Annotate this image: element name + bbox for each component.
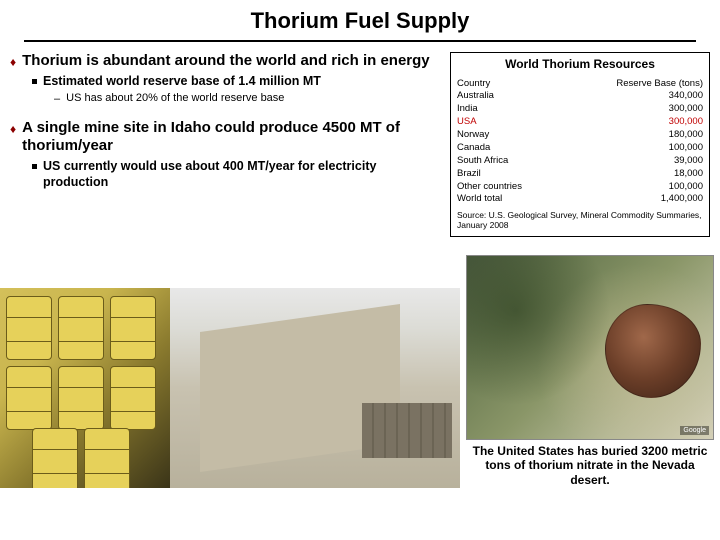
table-cell: World total <box>457 193 562 206</box>
table-cell: USA <box>457 116 562 129</box>
resources-table-box: World Thorium Resources Country Reserve … <box>450 52 710 237</box>
slide-title: Thorium Fuel Supply <box>0 0 720 34</box>
table-title: World Thorium Resources <box>457 57 703 71</box>
resources-table: Country Reserve Base (tons) Australia340… <box>457 77 703 206</box>
table-cell: Norway <box>457 129 562 142</box>
title-underline <box>24 40 696 42</box>
bullet-item: ♦ A single mine site in Idaho could prod… <box>10 119 442 155</box>
sub-sub-bullet-text: US has about 20% of the world reserve ba… <box>66 92 284 106</box>
sub-bullet-item: US currently would use about 400 MT/year… <box>32 159 442 190</box>
table-row: Norway180,000 <box>457 129 703 142</box>
dash-icon: – <box>54 93 60 105</box>
content-row: ♦ Thorium is abundant around the world a… <box>0 52 720 237</box>
table-row: South Africa39,000 <box>457 154 703 167</box>
table-cell: India <box>457 103 562 116</box>
table-cell: Brazil <box>457 167 562 180</box>
table-cell: 39,000 <box>562 154 703 167</box>
table-cell: 300,000 <box>562 116 703 129</box>
table-cell: Other countries <box>457 180 562 193</box>
right-column: World Thorium Resources Country Reserve … <box>450 52 710 237</box>
left-column: ♦ Thorium is abundant around the world a… <box>10 52 450 237</box>
square-icon <box>32 164 37 169</box>
bullet-text: A single mine site in Idaho could produc… <box>22 119 442 155</box>
table-cell: 180,000 <box>562 129 703 142</box>
sub-bullet-text: US currently would use about 400 MT/year… <box>43 159 442 190</box>
table-header-cell: Country <box>457 77 562 90</box>
table-cell: 300,000 <box>562 103 703 116</box>
table-row: World total1,400,000 <box>457 193 703 206</box>
table-row: Australia340,000 <box>457 90 703 103</box>
google-badge: Google <box>680 426 709 435</box>
table-header-cell: Reserve Base (tons) <box>562 77 703 90</box>
diamond-icon: ♦ <box>10 55 16 69</box>
table-row: Canada100,000 <box>457 141 703 154</box>
table-cell: 18,000 <box>562 167 703 180</box>
desert-image <box>170 288 460 488</box>
table-cell: South Africa <box>457 154 562 167</box>
diamond-icon: ♦ <box>10 122 16 136</box>
sub-bullet-item: Estimated world reserve base of 1.4 mill… <box>32 74 442 90</box>
table-cell: 1,400,000 <box>562 193 703 206</box>
square-icon <box>32 79 37 84</box>
table-row: Other countries100,000 <box>457 180 703 193</box>
bullet-text: Thorium is abundant around the world and… <box>22 52 430 70</box>
table-header-row: Country Reserve Base (tons) <box>457 77 703 90</box>
map-image: Google <box>466 255 714 440</box>
table-row: India300,000 <box>457 103 703 116</box>
caption-text: The United States has buried 3200 metric… <box>466 444 714 487</box>
right-lower-block: Google The United States has buried 3200… <box>466 255 714 487</box>
table-cell: Canada <box>457 141 562 154</box>
barrels-image <box>0 288 170 488</box>
table-cell: Australia <box>457 90 562 103</box>
table-row: Brazil18,000 <box>457 167 703 180</box>
sub-bullet-text: Estimated world reserve base of 1.4 mill… <box>43 74 321 90</box>
table-row-highlight: USA300,000 <box>457 116 703 129</box>
images-row <box>0 288 460 488</box>
table-source: Source: U.S. Geological Survey, Mineral … <box>457 210 703 230</box>
sub-sub-bullet-item: – US has about 20% of the world reserve … <box>54 92 442 106</box>
table-cell: 340,000 <box>562 90 703 103</box>
bullet-item: ♦ Thorium is abundant around the world a… <box>10 52 442 70</box>
table-cell: 100,000 <box>562 180 703 193</box>
table-cell: 100,000 <box>562 141 703 154</box>
